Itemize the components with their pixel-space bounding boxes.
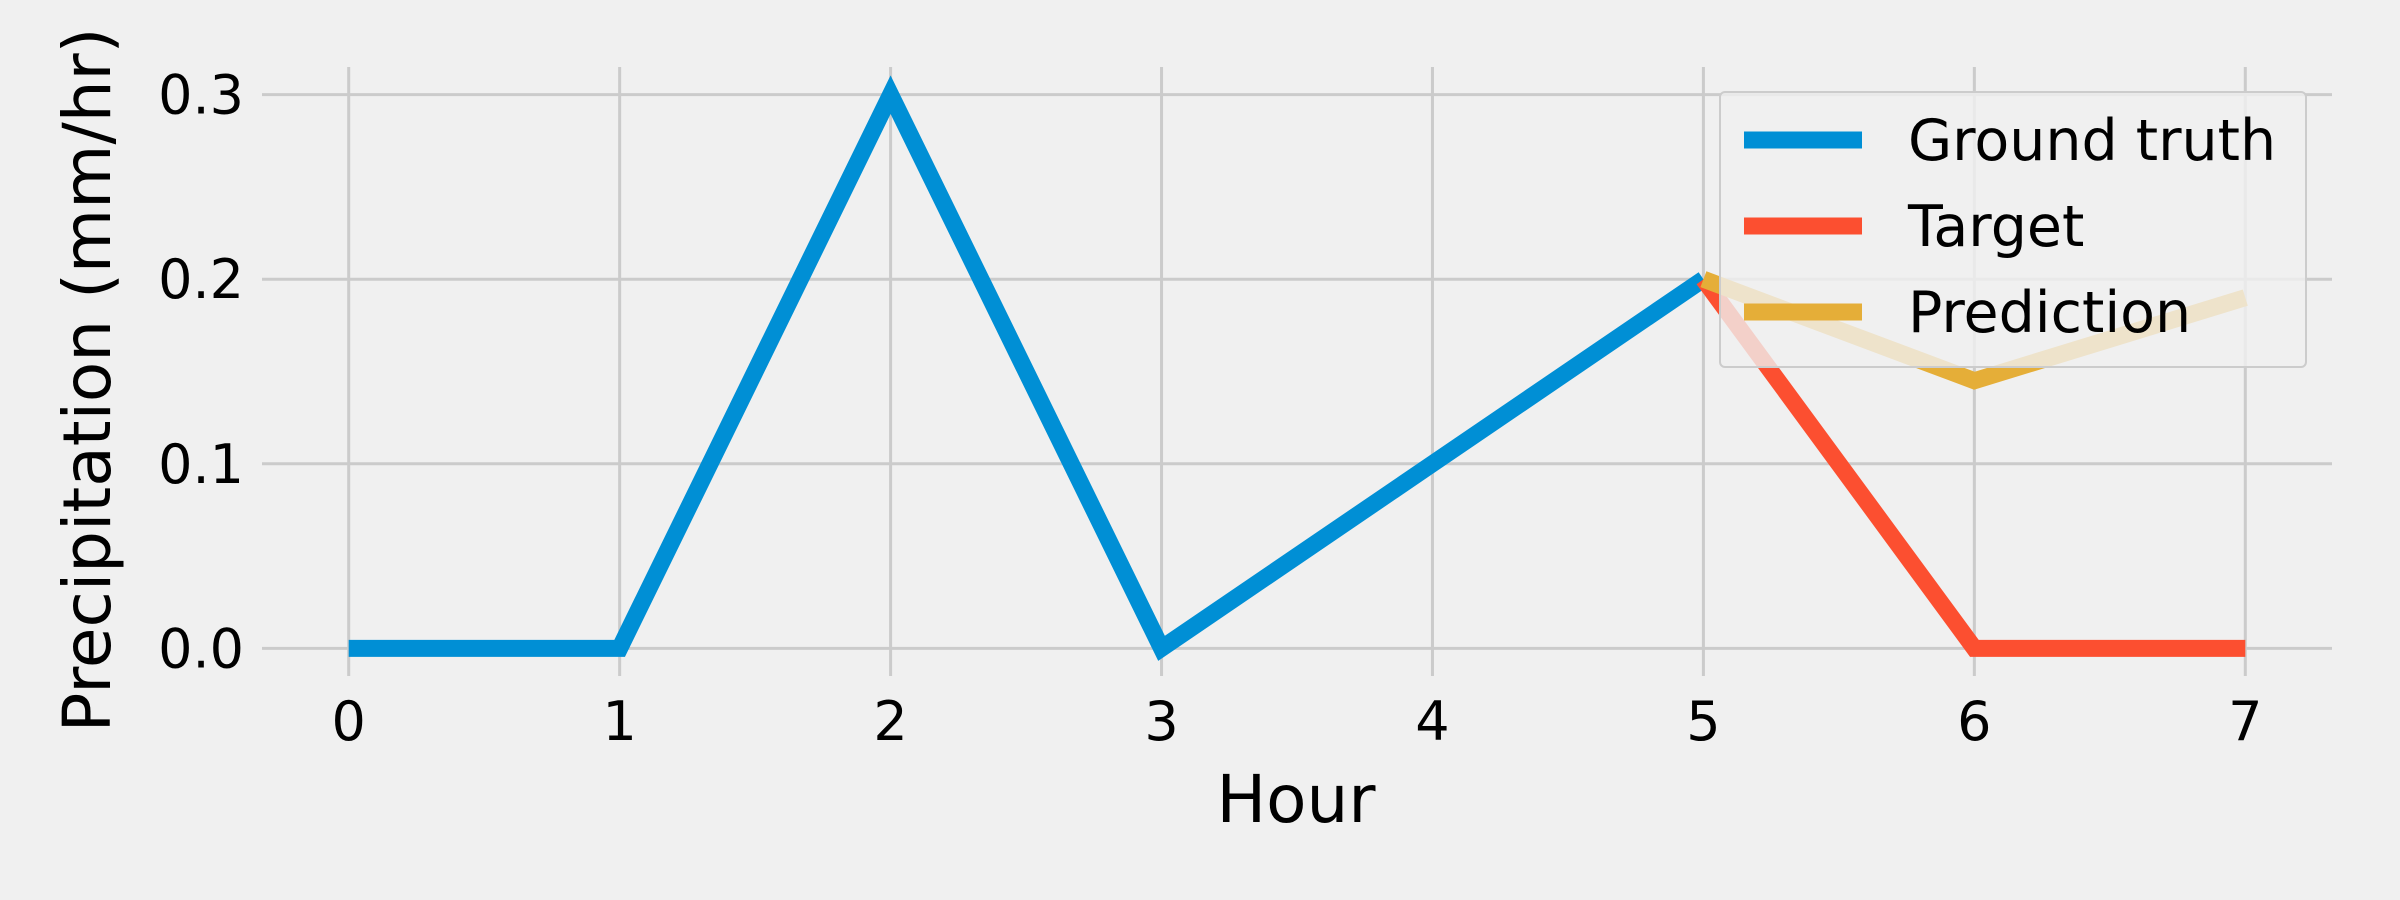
x-axis-label: Hour [1217,761,1377,838]
x-tick-label: 2 [873,690,907,753]
y-tick-label: 0.0 [158,617,244,680]
series-line-ground-truth [348,75,1709,661]
series-target [1696,274,2246,657]
x-tick-label: 6 [1957,690,1991,753]
series-ground-truth [348,75,1709,661]
legend-label-ground-truth: Ground truth [1908,108,2276,174]
legend-label-prediction: Prediction [1908,280,2191,346]
x-tick-label: 3 [1144,690,1178,753]
x-tick-label: 4 [1415,690,1449,753]
legend: Ground truth Target Prediction [1719,91,2307,368]
y-axis-label: Precipitation (mm/hr) [49,28,126,733]
legend-label-target: Target [1907,194,2084,260]
x-tick-label: 0 [332,690,366,753]
y-tick-label: 0.2 [158,248,244,311]
y-tick-labels: 0.0 0.1 0.2 0.3 [158,64,244,681]
x-tick-label: 1 [602,690,636,753]
y-tick-label: 0.1 [158,433,244,496]
x-tick-label: 5 [1686,690,1720,753]
series-line-target [1696,274,2246,657]
x-tick-label: 7 [2228,690,2262,753]
x-tick-labels: 0 1 2 3 4 5 6 7 [332,690,2263,753]
y-tick-label: 0.3 [158,64,244,127]
legend-frame [1719,91,2307,368]
